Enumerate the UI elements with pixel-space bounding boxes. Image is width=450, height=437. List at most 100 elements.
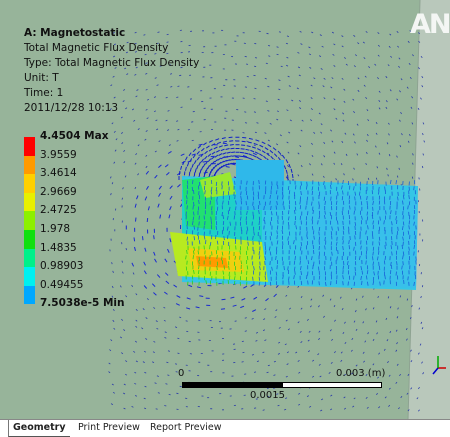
field-vector (215, 139, 219, 141)
field-vector (158, 204, 159, 208)
field-vector (363, 322, 364, 324)
field-vector (153, 352, 155, 353)
field-vector (342, 113, 343, 115)
field-vector (265, 133, 267, 134)
field-vector (125, 361, 127, 362)
field-vector (186, 167, 187, 171)
field-vector (379, 353, 380, 355)
field-vector (137, 196, 139, 200)
field-vector (165, 259, 167, 262)
field-vector (334, 44, 336, 45)
field-vector (343, 332, 344, 334)
tab-report-preview[interactable]: Report Preview (146, 420, 226, 436)
field-vector (135, 247, 136, 251)
field-vector (344, 322, 345, 324)
tab-print-preview[interactable]: Print Preview (74, 420, 144, 436)
field-vector (146, 155, 147, 156)
field-vector (302, 120, 304, 121)
field-vector (419, 178, 420, 180)
field-vector (265, 220, 266, 224)
field-vector (197, 151, 200, 154)
field-vector (397, 316, 398, 318)
field-vector (247, 230, 248, 234)
field-vector (181, 166, 182, 170)
field-vector (286, 170, 287, 174)
field-vector (135, 396, 137, 397)
field-vector (256, 140, 260, 141)
field-vector (147, 298, 148, 299)
field-vector (267, 111, 269, 112)
field-vector (124, 161, 125, 163)
field-vector (257, 123, 259, 124)
field-vector (109, 372, 111, 373)
field-vector (215, 155, 218, 157)
field-vector (253, 153, 257, 155)
field-vector (145, 386, 147, 387)
field-vector (397, 46, 398, 47)
field-vector (253, 155, 257, 157)
field-vector (279, 327, 281, 328)
field-vector (344, 89, 346, 90)
field-vector (288, 175, 289, 179)
field-vector (388, 65, 389, 66)
field-vector (378, 211, 379, 215)
field-vector (166, 384, 168, 385)
field-vector (397, 342, 398, 344)
field-vector (399, 374, 400, 376)
field-vector (268, 56, 270, 57)
field-vector (144, 372, 146, 373)
field-vector (396, 382, 397, 384)
field-vector (390, 56, 391, 57)
field-vector (210, 281, 211, 285)
field-vector (186, 267, 187, 271)
field-vector (289, 164, 291, 168)
field-vector (244, 153, 248, 154)
field-vector (254, 112, 256, 113)
field-vector (195, 169, 196, 173)
field-vector (190, 168, 191, 172)
field-vector (211, 180, 212, 184)
field-vector (132, 285, 133, 287)
field-vector (301, 130, 303, 131)
field-vector (247, 237, 248, 241)
tab-geometry[interactable]: Geometry (8, 420, 70, 437)
field-vector (136, 153, 137, 155)
field-vector (290, 120, 292, 121)
field-vector (386, 100, 387, 102)
field-vector (366, 163, 367, 165)
field-vector (265, 251, 266, 255)
field-vector (122, 261, 123, 263)
field-vector (138, 145, 139, 146)
field-vector (389, 134, 390, 136)
field-vector (299, 100, 301, 101)
field-vector (215, 160, 218, 163)
field-vector (340, 297, 341, 299)
field-vector (120, 337, 122, 338)
field-vector (342, 36, 344, 37)
field-vector (260, 145, 264, 147)
field-vector (265, 78, 267, 79)
field-vector (120, 286, 121, 288)
field-vector (262, 142, 266, 144)
field-vector (353, 179, 354, 181)
field-vector (153, 307, 155, 308)
field-vector (408, 276, 409, 280)
field-vector (364, 57, 366, 58)
field-vector (245, 318, 247, 319)
field-vector (198, 146, 201, 149)
field-vector (366, 152, 367, 154)
field-vector (266, 101, 268, 102)
field-vector (259, 221, 260, 225)
field-vector (144, 286, 147, 289)
field-vector (121, 117, 123, 118)
field-vector (334, 99, 336, 100)
field-vector (185, 157, 187, 161)
field-vector (343, 261, 344, 265)
field-vector (268, 365, 270, 366)
field-vector (253, 215, 254, 219)
field-vector (123, 329, 125, 330)
field-vector (330, 409, 332, 410)
legend-swatch (24, 156, 35, 175)
field-vector (148, 206, 149, 210)
graphics-viewport[interactable]: AN A: Magnetostatic Total Magnetic Flux … (0, 0, 450, 420)
